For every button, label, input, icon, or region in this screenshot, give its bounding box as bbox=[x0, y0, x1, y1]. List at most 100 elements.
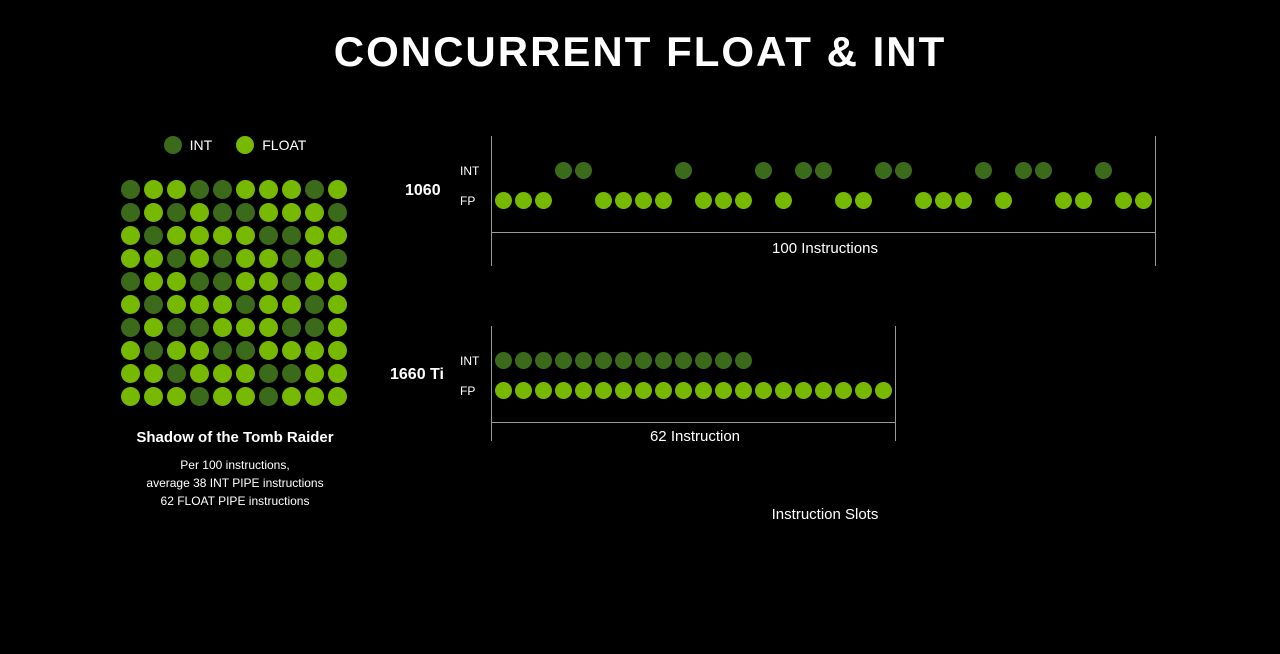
grid-dot-float bbox=[121, 226, 140, 245]
tl-dot-float bbox=[1075, 192, 1092, 209]
grid-dot-float bbox=[190, 364, 209, 383]
tl-dot-float bbox=[815, 382, 832, 399]
grid-dot-int bbox=[328, 203, 347, 222]
grid-dot-float bbox=[167, 341, 186, 360]
gpu2-caption: 62 Instruction bbox=[495, 428, 895, 445]
bracket-line bbox=[491, 326, 492, 441]
grid-dot-int bbox=[236, 341, 255, 360]
grid-dot-float bbox=[305, 226, 324, 245]
tl-dot-float bbox=[935, 192, 952, 209]
grid-dot-float bbox=[144, 249, 163, 268]
grid-dot-int bbox=[305, 180, 324, 199]
grid-dot-float bbox=[259, 272, 278, 291]
grid-dot-float bbox=[144, 180, 163, 199]
tl-dot-float bbox=[635, 192, 652, 209]
gpu2-int-label: INT bbox=[460, 354, 479, 368]
tl-dot-int bbox=[595, 352, 612, 369]
grid-dot-float bbox=[259, 249, 278, 268]
grid-dot-float bbox=[328, 226, 347, 245]
grid-dot-int bbox=[282, 272, 301, 291]
grid-dot-int bbox=[167, 364, 186, 383]
tl-dot-int bbox=[575, 162, 592, 179]
grid-dot-float bbox=[121, 387, 140, 406]
bracket-line bbox=[1155, 136, 1156, 266]
grid-dot-float bbox=[328, 295, 347, 314]
grid-dot-float bbox=[305, 387, 324, 406]
grid-dot-float bbox=[144, 364, 163, 383]
grid-dot-float bbox=[213, 295, 232, 314]
grid-dot-float bbox=[328, 364, 347, 383]
grid-dot-int bbox=[167, 318, 186, 337]
grid-dot-float bbox=[190, 341, 209, 360]
grid-dot-int bbox=[236, 295, 255, 314]
caption-desc: Per 100 instructions, average 38 INT PIP… bbox=[136, 456, 333, 510]
tl-dot-int bbox=[555, 162, 572, 179]
tl-dot-int bbox=[495, 352, 512, 369]
tl-dot-float bbox=[735, 382, 752, 399]
legend-float-dot bbox=[236, 136, 254, 154]
tl-dot-float bbox=[655, 192, 672, 209]
grid-dot-int bbox=[282, 226, 301, 245]
tl-dot-float bbox=[595, 382, 612, 399]
legend-float: FLOAT bbox=[236, 136, 306, 154]
tl-dot-float bbox=[615, 382, 632, 399]
tl-dot-float bbox=[715, 382, 732, 399]
tl-dot-float bbox=[795, 382, 812, 399]
tl-dot-float bbox=[735, 192, 752, 209]
grid-dot-float bbox=[305, 364, 324, 383]
grid-dot-float bbox=[121, 295, 140, 314]
grid-dot-float bbox=[190, 249, 209, 268]
tl-dot-float bbox=[595, 192, 612, 209]
grid-dot-float bbox=[236, 387, 255, 406]
tl-dot-int bbox=[675, 352, 692, 369]
bracket-line bbox=[491, 232, 1155, 233]
grid-dot-int bbox=[190, 272, 209, 291]
tl-dot-float bbox=[875, 382, 892, 399]
tl-dot-int bbox=[795, 162, 812, 179]
tl-dot-int bbox=[1095, 162, 1112, 179]
caption-line3: 62 FLOAT PIPE instructions bbox=[136, 492, 333, 510]
grid-dot-float bbox=[167, 387, 186, 406]
tl-dot-int bbox=[695, 352, 712, 369]
grid-dot-float bbox=[305, 341, 324, 360]
grid-dot-float bbox=[236, 180, 255, 199]
tl-dot-float bbox=[675, 382, 692, 399]
grid-dot-int bbox=[144, 341, 163, 360]
tl-dot-int bbox=[1015, 162, 1032, 179]
grid-dot-float bbox=[121, 364, 140, 383]
tl-dot-float bbox=[775, 382, 792, 399]
legend-int: INT bbox=[164, 136, 213, 154]
legend-int-dot bbox=[164, 136, 182, 154]
tl-dot-int bbox=[975, 162, 992, 179]
tl-dot-int bbox=[735, 352, 752, 369]
tl-dot-float bbox=[655, 382, 672, 399]
tl-dot-int bbox=[635, 352, 652, 369]
left-panel: INT FLOAT Shadow of the Tomb Raider Per … bbox=[0, 136, 380, 510]
grid-dot-int bbox=[213, 249, 232, 268]
tl-dot-float bbox=[555, 382, 572, 399]
tl-dot-float bbox=[575, 382, 592, 399]
grid-dot-float bbox=[236, 318, 255, 337]
grid-dot-float bbox=[236, 226, 255, 245]
grid-dot-int bbox=[282, 364, 301, 383]
tl-dot-float bbox=[695, 382, 712, 399]
grid-dot-float bbox=[259, 180, 278, 199]
bracket-line bbox=[895, 326, 896, 441]
tl-dot-int bbox=[1035, 162, 1052, 179]
grid-dot-int bbox=[121, 180, 140, 199]
grid-dot-int bbox=[213, 203, 232, 222]
tl-dot-float bbox=[495, 382, 512, 399]
tl-dot-int bbox=[515, 352, 532, 369]
tl-dot-int bbox=[655, 352, 672, 369]
grid-dot-float bbox=[328, 180, 347, 199]
tl-dot-int bbox=[615, 352, 632, 369]
tl-dot-float bbox=[515, 382, 532, 399]
legend-int-label: INT bbox=[190, 137, 213, 153]
tl-dot-int bbox=[755, 162, 772, 179]
tl-dot-int bbox=[575, 352, 592, 369]
tl-dot-float bbox=[695, 192, 712, 209]
content-area: INT FLOAT Shadow of the Tomb Raider Per … bbox=[0, 76, 1280, 510]
tl-dot-float bbox=[1115, 192, 1132, 209]
grid-dot-int bbox=[213, 272, 232, 291]
grid-dot-int bbox=[236, 203, 255, 222]
